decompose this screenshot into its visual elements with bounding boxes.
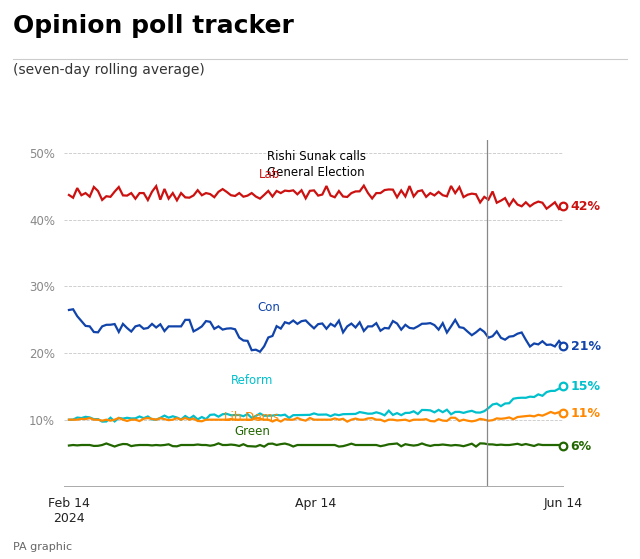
Text: Opinion poll tracker: Opinion poll tracker xyxy=(13,14,294,38)
Text: 21%: 21% xyxy=(571,340,600,353)
Text: 11%: 11% xyxy=(571,406,600,419)
Text: Rishi Sunak calls
General Election: Rishi Sunak calls General Election xyxy=(267,150,365,179)
Text: (seven-day rolling average): (seven-day rolling average) xyxy=(13,63,205,77)
Text: 42%: 42% xyxy=(571,200,600,213)
Text: 15%: 15% xyxy=(571,380,600,393)
Text: Con: Con xyxy=(258,301,280,314)
Text: PA graphic: PA graphic xyxy=(13,542,72,552)
Text: Reform: Reform xyxy=(230,374,273,387)
Text: Green: Green xyxy=(234,425,269,438)
Text: 6%: 6% xyxy=(571,440,592,453)
Text: Lib Dems: Lib Dems xyxy=(224,411,280,424)
Text: Lab: Lab xyxy=(259,168,280,181)
